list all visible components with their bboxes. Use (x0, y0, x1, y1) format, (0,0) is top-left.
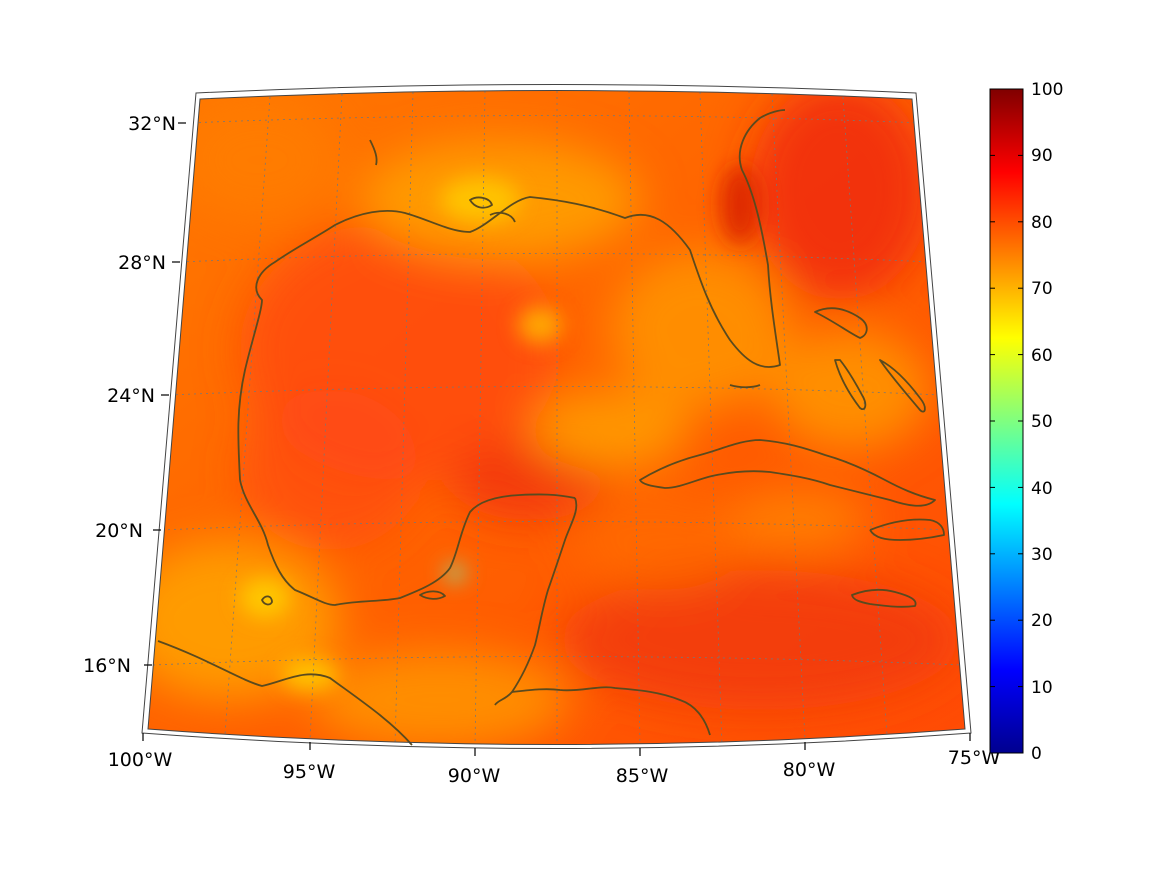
lat-label: 24°N (107, 385, 155, 407)
colorbar-tick-label: 0 (1031, 744, 1042, 764)
map-frame (147, 90, 966, 745)
colorbar-tick-label: 80 (1031, 213, 1053, 233)
jamaica (851, 588, 917, 608)
central-america (511, 686, 711, 736)
colorbar-tick-label: 10 (1031, 678, 1053, 698)
island-2 (419, 590, 446, 600)
bahamas-1 (814, 307, 868, 339)
colorbar-tick-label: 60 (1031, 346, 1053, 366)
mexico-gulf-coast (237, 109, 786, 481)
lon-label: 75°W (948, 747, 1001, 769)
lon-label: 90°W (448, 765, 501, 787)
tick-marks (142, 122, 971, 756)
lat-label: 16°N (83, 655, 131, 677)
bahamas-3 (879, 359, 926, 413)
colorbar-tick-label: 100 (1031, 80, 1063, 100)
lon-label: 85°W (616, 765, 669, 787)
lake-pontchartrain (489, 211, 516, 223)
lat-label: 32°N (128, 113, 176, 135)
island-4 (469, 196, 493, 209)
colorbar-tick-label: 30 (1031, 545, 1053, 565)
cuba (639, 439, 936, 507)
florida-keys (729, 384, 761, 389)
graticule (152, 90, 962, 745)
data-field (148, 90, 965, 745)
colorbar: 100 90 80 70 60 50 40 30 20 10 0 (989, 80, 1063, 764)
mexico-southwest (239, 479, 576, 606)
colorbar-tick-label: 70 (1031, 279, 1053, 299)
colorbar-tick-label: 40 (1031, 479, 1053, 499)
island-1 (261, 595, 273, 606)
lon-label: 100°W (108, 749, 173, 771)
lat-label: 20°N (95, 520, 143, 542)
colorbar-tick-label: 90 (1031, 146, 1053, 166)
colorbar-tick-label: 50 (1031, 412, 1053, 432)
hispaniola (869, 518, 945, 541)
yucatan-east (494, 497, 578, 706)
lon-label: 95°W (283, 761, 336, 783)
lon-label: 80°W (783, 759, 836, 781)
island-3 (369, 139, 378, 166)
gulf-coast (157, 640, 413, 746)
coastlines (157, 109, 945, 746)
longitude-labels: 100°W 95°W 90°W 85°W 80°W 75°W (108, 747, 1001, 787)
lat-label: 28°N (118, 252, 166, 274)
colorbar-tick-label: 20 (1031, 611, 1053, 631)
latitude-labels: 32°N 28°N 24°N 20°N 16°N (83, 113, 176, 677)
bahamas-2 (834, 359, 867, 410)
colorbar-gradient (989, 88, 1024, 754)
